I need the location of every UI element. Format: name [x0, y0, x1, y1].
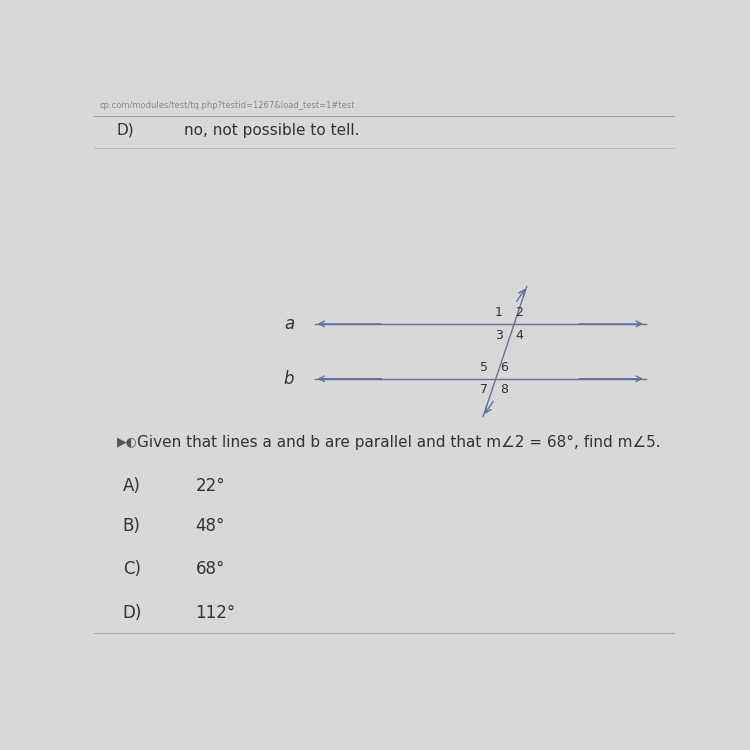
Text: 8: 8 — [500, 383, 508, 396]
Text: C): C) — [123, 560, 141, 578]
Text: ▶◐: ▶◐ — [117, 436, 137, 448]
Text: 22°: 22° — [196, 476, 225, 494]
Text: 5: 5 — [481, 362, 488, 374]
Text: B): B) — [123, 517, 141, 535]
Text: no, not possible to tell.: no, not possible to tell. — [184, 123, 359, 138]
Text: cp.com/modules/test/tq.php?testid=1267&load_test=1#test: cp.com/modules/test/tq.php?testid=1267&l… — [100, 101, 355, 110]
Text: 4: 4 — [515, 328, 523, 341]
Text: 3: 3 — [495, 328, 503, 341]
Text: b: b — [284, 370, 294, 388]
Text: 7: 7 — [481, 383, 488, 396]
Text: D): D) — [117, 123, 135, 138]
Text: 48°: 48° — [196, 517, 225, 535]
Text: 112°: 112° — [196, 604, 236, 622]
Text: 6: 6 — [500, 362, 508, 374]
Text: A): A) — [123, 476, 141, 494]
Text: a: a — [284, 315, 294, 333]
Text: 68°: 68° — [196, 560, 225, 578]
Text: D): D) — [123, 604, 142, 622]
Text: 2: 2 — [515, 306, 523, 320]
Text: 1: 1 — [495, 306, 503, 320]
Text: Given that lines a and b are parallel and that m∠2 = 68°, find m∠5.: Given that lines a and b are parallel an… — [137, 435, 661, 450]
